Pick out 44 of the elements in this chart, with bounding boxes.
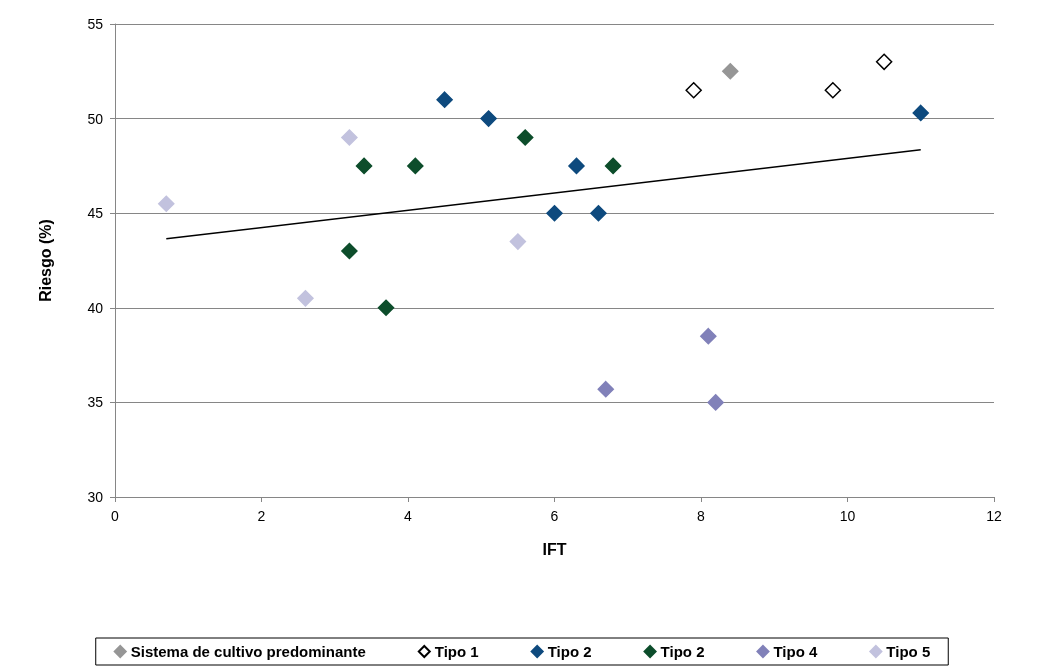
point [158, 195, 175, 212]
y-tick-label: 30 [87, 489, 104, 505]
legend-label: Sistema de cultivo predominante [130, 643, 366, 660]
y-tick-label: 50 [87, 110, 104, 127]
point [700, 327, 717, 345]
point [516, 129, 534, 146]
point [436, 91, 453, 108]
y-tick-label: 45 [87, 205, 104, 222]
point [722, 63, 739, 80]
x-tick-label: 12 [986, 508, 1002, 524]
point [297, 290, 314, 307]
y-tick-label: 35 [87, 394, 104, 411]
x-tick-label: 2 [257, 508, 266, 524]
x-tick-label: 0 [111, 508, 120, 524]
point [568, 157, 585, 175]
legend-label: Tipo 2 [547, 643, 592, 660]
point [597, 380, 615, 398]
point [377, 299, 395, 317]
point [604, 157, 622, 175]
point [546, 204, 563, 222]
point [355, 157, 373, 175]
point [824, 81, 842, 99]
point [707, 394, 724, 411]
point [341, 242, 358, 260]
point [341, 129, 358, 146]
legend-label: Tipo 4 [773, 643, 819, 660]
x-tick-label: 6 [550, 508, 559, 524]
point [685, 81, 702, 99]
point [875, 53, 893, 71]
x-tick-label: 4 [404, 508, 413, 524]
point [407, 157, 424, 175]
y-tick-label: 55 [87, 16, 104, 32]
y-tick-label: 40 [87, 299, 104, 316]
point [590, 204, 607, 222]
point [912, 104, 929, 122]
legend-label: Tipo 1 [434, 643, 479, 660]
x-tick-label: 10 [839, 508, 856, 524]
y-axis-title: Riesgo (%) [36, 219, 54, 302]
legend-label: Tipo 2 [660, 643, 705, 660]
legend-label: Tipo 5 [886, 643, 931, 660]
point [480, 110, 497, 127]
point [509, 233, 527, 250]
x-axis-title: IFT [542, 540, 567, 558]
x-tick-label: 8 [697, 508, 706, 524]
